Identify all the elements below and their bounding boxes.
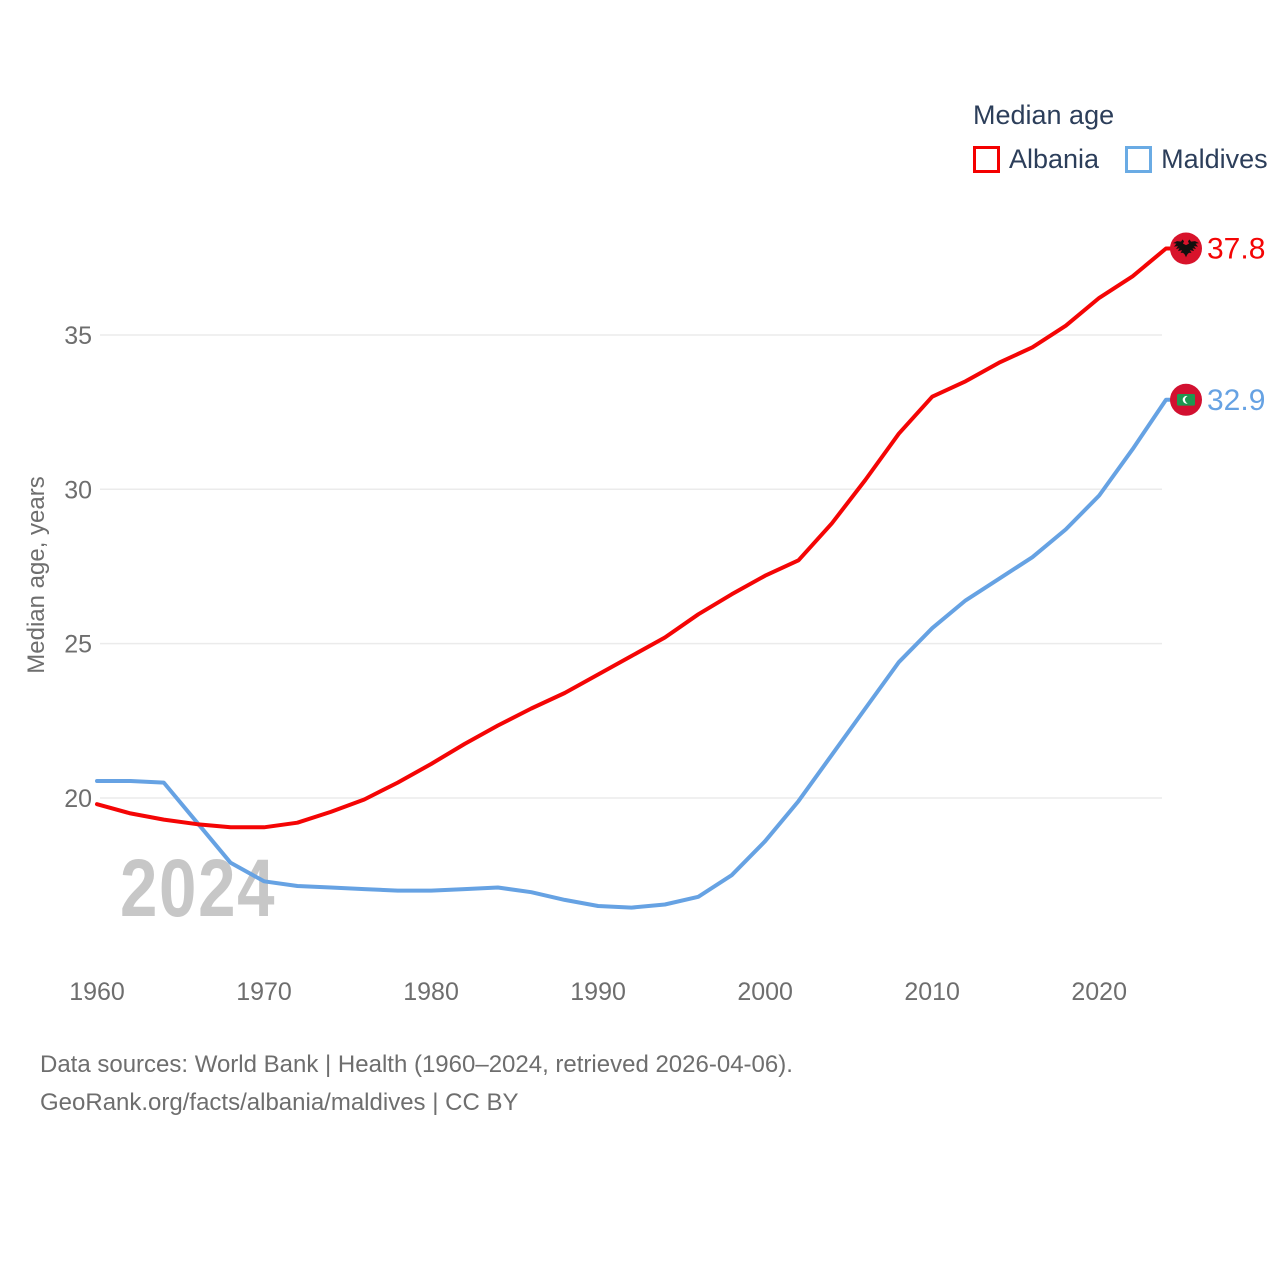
x-tick-label: 2020	[1071, 978, 1127, 1006]
series-line-albania[interactable]	[95, 246, 1173, 830]
y-tick-label: 20	[64, 785, 92, 813]
maldives-swatch-icon	[1125, 146, 1153, 173]
watermark-year: 2024	[120, 843, 277, 934]
x-tick-label: 1960	[69, 978, 125, 1006]
x-tick-label: 1980	[403, 978, 459, 1006]
legend-item-albania[interactable]: Albania	[973, 144, 1099, 175]
legend-title: Median age	[973, 100, 1115, 130]
y-axis-title: Median age, years	[23, 476, 50, 673]
maldives-flag-icon	[1170, 383, 1202, 416]
legend-label-maldives: Maldives	[1161, 144, 1268, 174]
x-tick-label: 1970	[236, 978, 292, 1006]
footer-attribution-url: GeoRank.org/facts/albania/maldives | CC …	[40, 1089, 519, 1116]
legend-items: Albania Maldives	[973, 144, 1268, 175]
legend-label-albania: Albania	[1009, 144, 1100, 174]
albania-flag-icon	[1170, 232, 1202, 265]
y-tick-label: 35	[64, 322, 92, 350]
legend: Median age Albania Maldives	[973, 100, 1268, 175]
x-tick-label: 1990	[570, 978, 626, 1006]
y-tick-label: 30	[64, 476, 92, 504]
y-tick-label: 25	[64, 631, 92, 659]
x-tick-label: 2000	[737, 978, 793, 1006]
legend-item-maldives[interactable]: Maldives	[1125, 144, 1268, 175]
footer: Data sources: World Bank | Health (1960–…	[40, 1046, 793, 1122]
x-tick-label: 2010	[904, 978, 960, 1006]
end-value-label-albania: 37.8	[1207, 233, 1265, 266]
end-value-label-maldives: 32.9	[1207, 384, 1265, 417]
footer-data-sources: Data sources: World Bank | Health (1960–…	[40, 1051, 793, 1078]
albania-swatch-icon	[973, 146, 1000, 173]
series-line-maldives[interactable]	[95, 397, 1173, 910]
